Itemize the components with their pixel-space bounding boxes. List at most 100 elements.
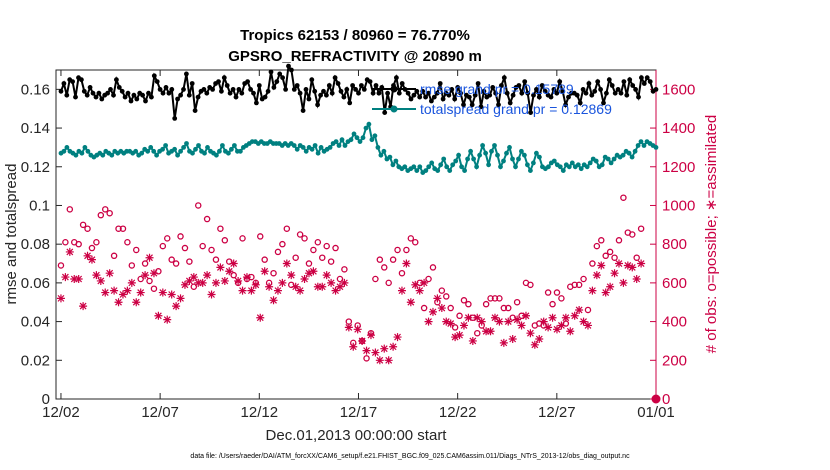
point-assimilated <box>504 317 513 326</box>
point-totalspread <box>522 152 527 158</box>
point-rmse <box>653 87 659 92</box>
point-assimilated <box>614 259 623 268</box>
point-rmse <box>621 79 627 84</box>
point-rmse <box>519 90 525 96</box>
point-possible <box>341 266 348 273</box>
point-possible <box>527 281 534 289</box>
point-possible <box>598 237 605 244</box>
point-rmse <box>417 94 423 100</box>
point-rmse <box>563 102 568 108</box>
point-rmse <box>227 90 233 96</box>
point-possible <box>62 238 69 246</box>
point-rmse <box>262 94 268 100</box>
point-rmse <box>96 90 102 96</box>
x-tick-label: 12/22 <box>439 404 477 421</box>
point-rmse <box>128 98 134 104</box>
point-rmse <box>528 110 533 115</box>
point-possible <box>88 244 96 252</box>
point-assimilated <box>375 356 384 365</box>
point-possible <box>150 285 158 292</box>
point-assimilated <box>247 286 256 295</box>
point-assimilated <box>189 273 198 282</box>
point-assimilated <box>358 336 367 345</box>
point-totalspread <box>641 143 647 148</box>
point-totalspread <box>417 164 423 170</box>
point-rmse <box>73 94 78 100</box>
point-possible <box>97 211 105 219</box>
point-rmse <box>396 90 402 96</box>
point-assimilated <box>154 311 163 320</box>
point-assimilated <box>521 311 530 320</box>
y-left-tick-label: 0.14 <box>21 120 50 137</box>
point-assimilated <box>123 286 132 295</box>
point-assimilated <box>225 267 234 276</box>
point-rmse <box>332 75 338 81</box>
point-totalspread <box>178 148 184 154</box>
point-possible <box>381 264 388 271</box>
point-assimilated <box>539 317 548 326</box>
point-assimilated <box>194 278 203 287</box>
point-assimilated <box>477 317 486 326</box>
point-assimilated <box>118 290 127 299</box>
point-rmse <box>99 96 105 102</box>
point-rmse <box>324 92 329 98</box>
point-possible <box>146 277 153 285</box>
point-possible <box>500 304 508 312</box>
point-assimilated <box>92 271 101 280</box>
point-rmse <box>157 87 163 92</box>
point-possible <box>283 225 291 232</box>
point-totalspread <box>217 148 222 154</box>
point-possible <box>615 237 623 244</box>
point-assimilated <box>198 278 207 287</box>
point-totalspread <box>465 156 470 162</box>
point-totalspread <box>64 145 70 150</box>
point-rmse <box>452 96 458 102</box>
point-rmse <box>309 77 315 83</box>
point-totalspread <box>474 164 479 170</box>
point-rmse <box>399 81 405 86</box>
point-totalspread <box>378 152 384 158</box>
point-totalspread <box>309 146 315 152</box>
point-rmse <box>639 75 644 81</box>
point-totalspread <box>172 146 178 152</box>
point-rmse <box>534 87 539 92</box>
point-possible <box>389 256 397 263</box>
point-rmse <box>201 87 207 92</box>
point-rmse <box>274 79 280 84</box>
point-possible <box>208 246 215 254</box>
point-rmse <box>373 83 379 88</box>
point-assimilated <box>530 340 539 349</box>
point-assimilated <box>619 278 628 287</box>
y-right-tick-label: 1200 <box>662 159 695 176</box>
point-assimilated <box>318 282 327 291</box>
point-assimilated <box>362 346 371 355</box>
point-assimilated <box>211 278 220 287</box>
point-possible <box>637 225 645 232</box>
point-possible <box>403 246 410 254</box>
point-assimilated <box>203 271 212 280</box>
x-axis: 12/02 12/07 12/12 12/17 12/22 12/27 01/01 <box>42 70 675 421</box>
point-rmse <box>461 102 466 108</box>
point-possible <box>611 254 618 261</box>
point-rmse <box>356 90 361 96</box>
point-totalspread <box>333 139 339 145</box>
point-totalspread <box>318 145 324 150</box>
point-assimilated <box>56 294 65 303</box>
point-rmse <box>426 90 431 96</box>
point-totalspread <box>638 139 644 145</box>
point-rmse <box>455 85 461 90</box>
point-rmse <box>114 77 119 83</box>
point-rmse <box>382 110 388 115</box>
point-possible <box>274 248 282 256</box>
point-assimilated <box>70 275 79 284</box>
point-rmse <box>429 98 434 104</box>
point-totalspread <box>375 145 381 150</box>
point-rmse <box>408 96 414 102</box>
point-assimilated <box>180 280 189 289</box>
point-rmse <box>446 92 452 98</box>
point-rmse <box>151 73 157 79</box>
point-assimilated <box>229 259 238 268</box>
point-possible <box>474 329 481 337</box>
point-assimilated <box>499 338 508 347</box>
point-possible <box>575 281 583 289</box>
